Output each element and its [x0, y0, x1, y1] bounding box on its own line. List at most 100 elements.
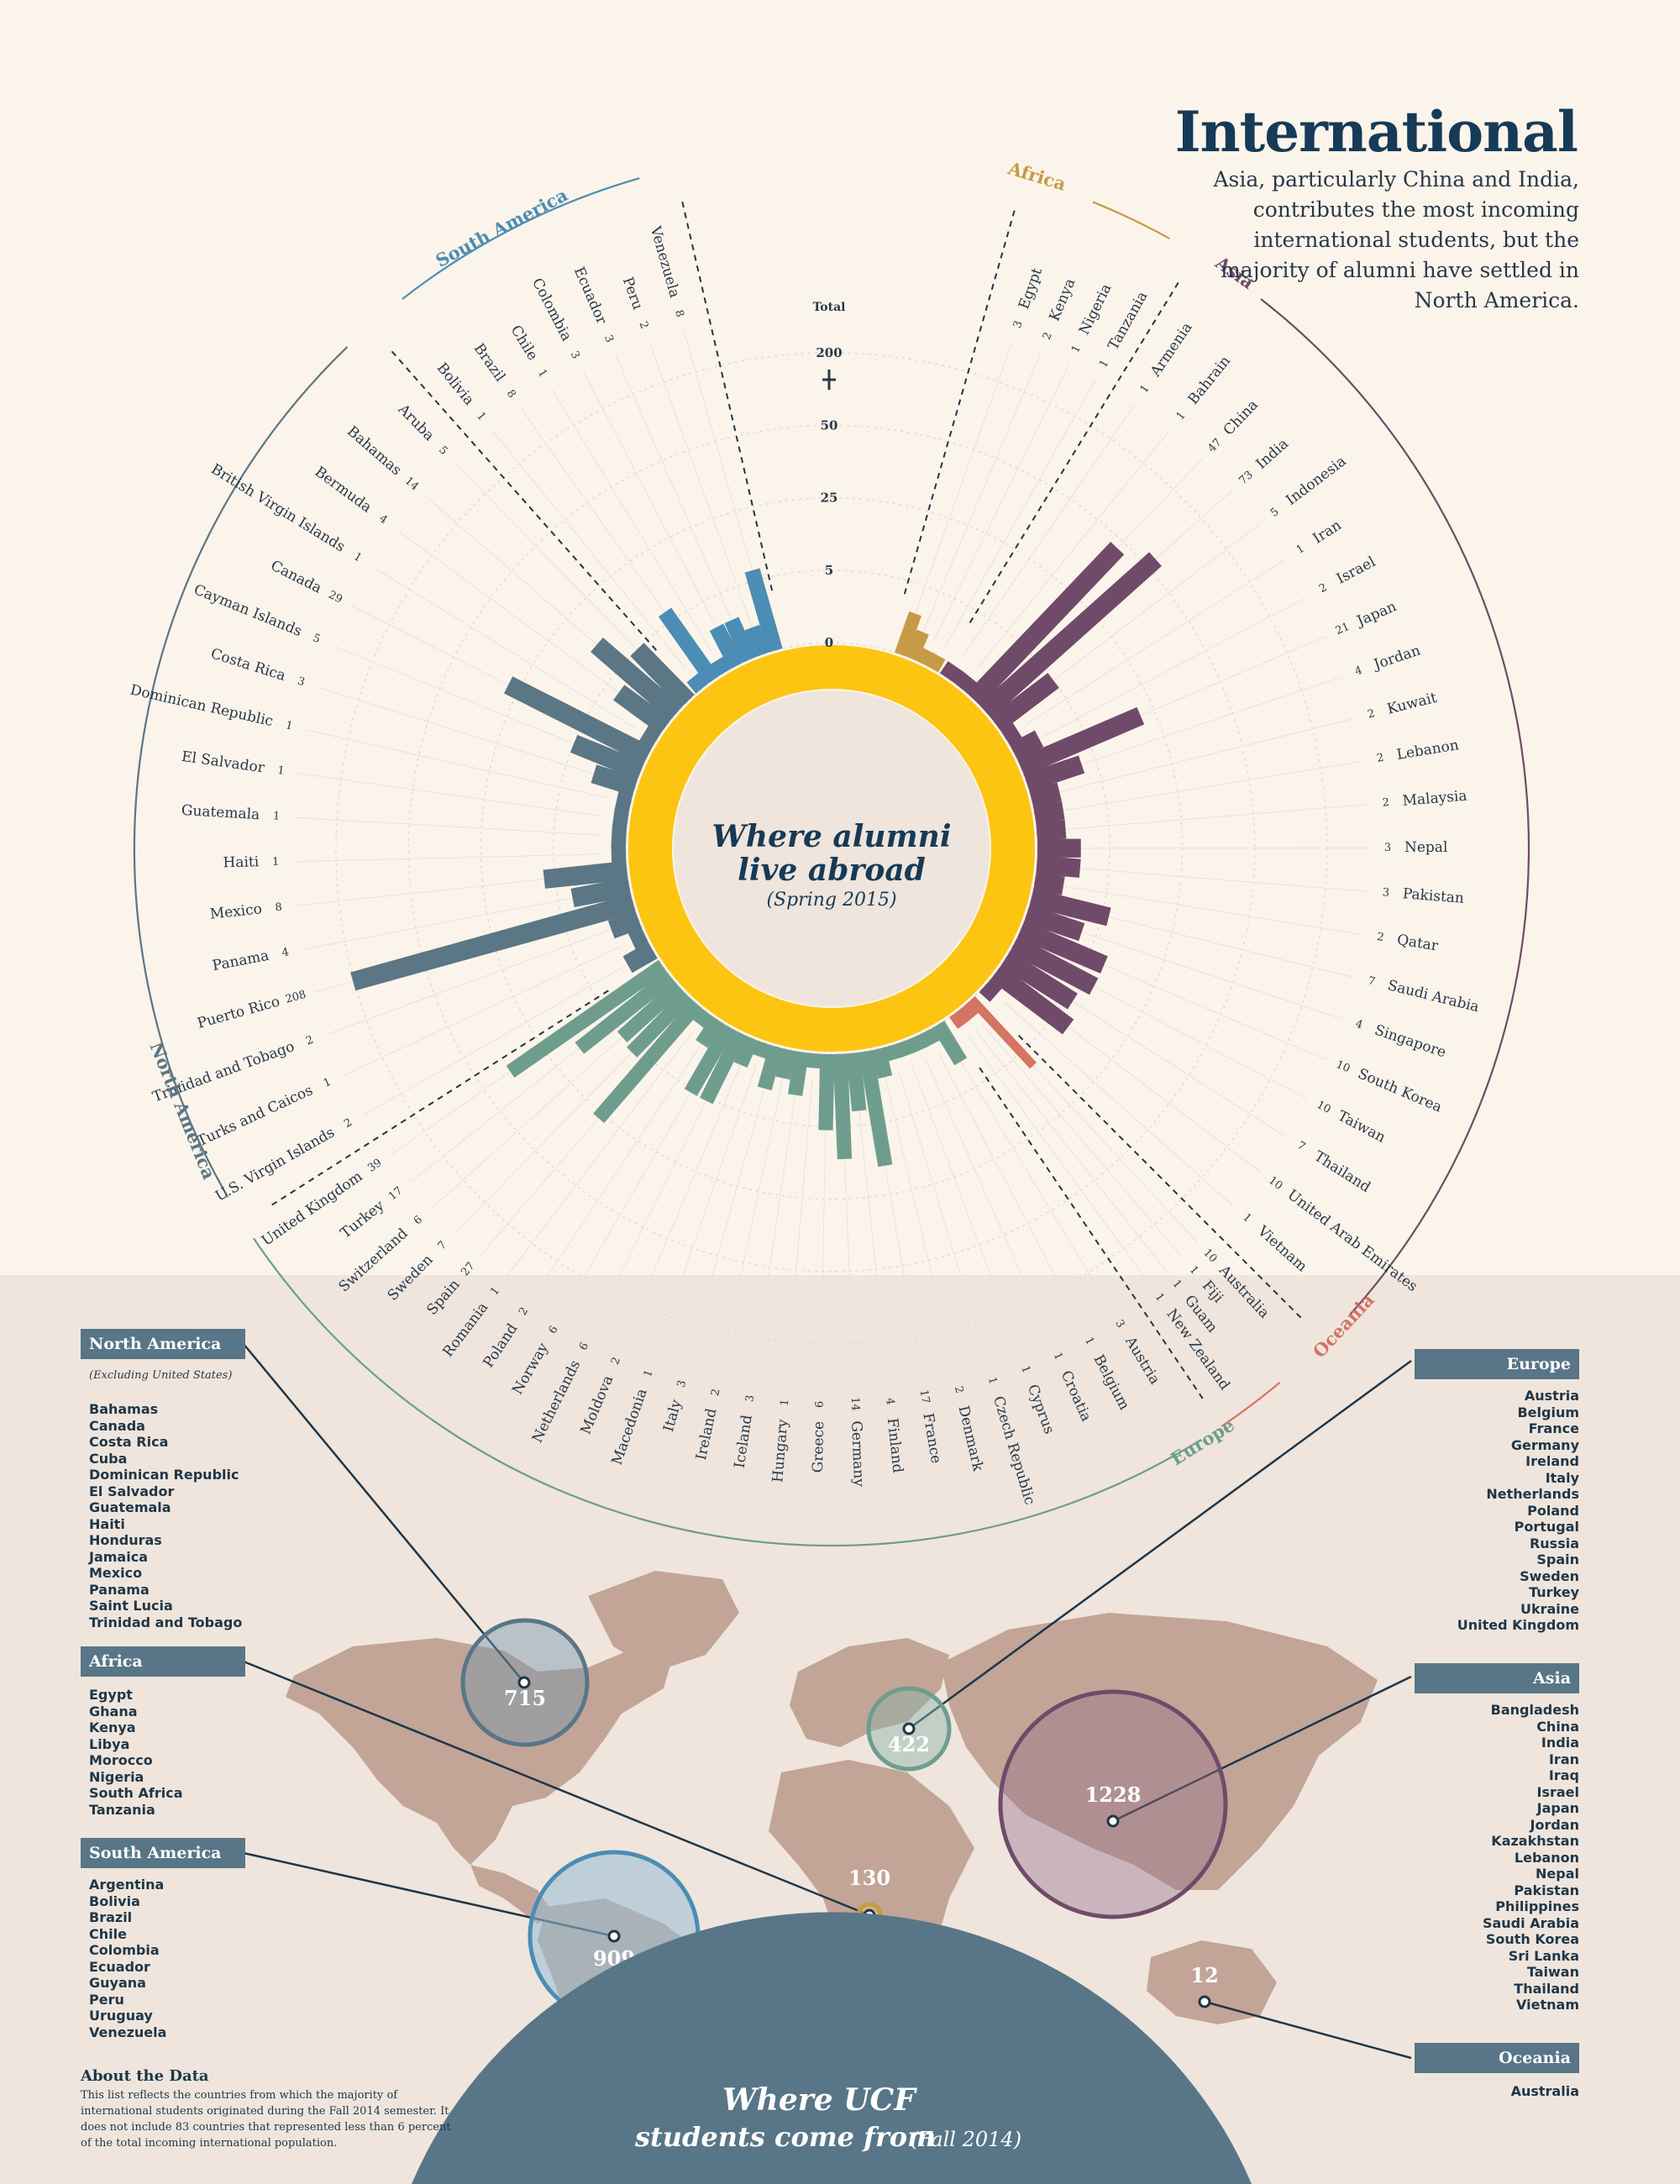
- list-item: Haiti: [89, 1515, 125, 1532]
- greenland-landmass: [588, 1571, 739, 1672]
- list-item: Taiwan: [1526, 1964, 1579, 1980]
- bar-netherlands: [700, 1029, 747, 1105]
- value-label: 2: [342, 1116, 354, 1131]
- bar-croatia: [908, 1033, 928, 1053]
- value-label: 1: [1138, 383, 1152, 396]
- value-label: 1: [322, 1076, 333, 1090]
- country-label: Iran: [1310, 517, 1345, 547]
- value-label: 47: [1205, 436, 1224, 454]
- country-label: Dominican Republic: [129, 682, 275, 731]
- value-label: 8: [504, 387, 518, 400]
- bar-ireland: [775, 1047, 796, 1080]
- country-label: Costa Rica: [208, 645, 287, 685]
- value-label: 2: [1367, 707, 1377, 722]
- value-label: 10: [1315, 1099, 1333, 1116]
- value-scale: 0 5 25 50 200 Total: [812, 301, 845, 650]
- list-item: Bahamas: [89, 1401, 159, 1417]
- scale-tick: 50: [821, 417, 838, 433]
- value-label: 2: [952, 1385, 965, 1394]
- list-item: Cuba: [89, 1450, 128, 1467]
- spoke-line: [1059, 885, 1362, 936]
- bar-japan: [1016, 706, 1145, 776]
- country-label: Tanzania: [1105, 289, 1151, 354]
- bar-turks-and-caicos: [627, 927, 649, 950]
- leader-line: [908, 1359, 1412, 1730]
- spoke-line: [373, 566, 635, 728]
- value-label: 5: [1268, 506, 1282, 520]
- bar-france: [858, 1050, 893, 1168]
- spoke-line: [937, 1053, 1081, 1326]
- value-label: 1: [1152, 1291, 1167, 1305]
- bar-nigeria: [916, 648, 935, 667]
- asia-landmass: [941, 1613, 1378, 1890]
- country-label: Qatar: [1396, 932, 1441, 955]
- center-title-line3: (Spring 2015): [766, 890, 896, 911]
- spoke-line: [307, 729, 606, 799]
- spoke-line: [648, 342, 754, 632]
- value-label: 1: [1174, 409, 1189, 423]
- country-label: Jordan: [1370, 642, 1422, 674]
- list-item: Venezuela: [89, 2024, 167, 2040]
- bar-kuwait: [1029, 782, 1062, 808]
- value-label: 3: [1384, 842, 1391, 854]
- country-label: Spain: [423, 1276, 463, 1318]
- bubble-total: 1228: [1085, 1782, 1142, 1807]
- list-item: Egypt: [89, 1687, 133, 1703]
- sector-divider: [1018, 1035, 1302, 1319]
- list-item: Colombia: [89, 1942, 160, 1958]
- bar-spain: [593, 999, 703, 1123]
- spoke-line: [654, 1066, 757, 1357]
- spoke-line: [944, 380, 1096, 648]
- country-label: Bolivia: [433, 360, 478, 408]
- country-label: Moldova: [577, 1373, 617, 1437]
- bar-bolivia: [686, 672, 708, 694]
- country-label: Nepal: [1404, 839, 1447, 856]
- value-label: 7: [1367, 974, 1377, 989]
- country-label: Mexico: [209, 900, 263, 923]
- bar-new-zealand: [949, 1011, 965, 1030]
- spoke-line: [967, 1034, 1149, 1284]
- region-label: Europe: [1167, 1414, 1238, 1469]
- country-label: Greece: [810, 1421, 827, 1473]
- list-item: Sri Lanka: [1508, 1947, 1579, 1964]
- region-label: Africa: [1005, 157, 1068, 195]
- value-label: 2: [1376, 752, 1385, 765]
- region-arc: [133, 346, 349, 1198]
- bar-austria: [932, 1021, 968, 1066]
- country-label: Kuwait: [1385, 690, 1438, 718]
- value-label: 7: [1294, 1139, 1307, 1153]
- list-item: Kazakhstan: [1491, 1833, 1579, 1849]
- bar-indonesia: [990, 673, 1059, 732]
- list-item: Chile: [89, 1925, 127, 1942]
- banner-line1: Where UCF: [722, 2082, 917, 2118]
- bar-turkey: [575, 970, 675, 1054]
- value-label: 4: [883, 1397, 896, 1405]
- country-label: Saudi Arabia: [1386, 977, 1481, 1016]
- value-label: 1: [1294, 543, 1307, 557]
- country-label: Cyprus: [1024, 1383, 1058, 1436]
- location-dot: [902, 1722, 916, 1735]
- list-item: Belgium: [1517, 1404, 1579, 1420]
- value-label: 3: [675, 1379, 690, 1389]
- bar-india: [979, 552, 1162, 719]
- spoke-line: [1026, 559, 1286, 725]
- bar-ecuador: [724, 617, 757, 664]
- location-dot: [607, 1929, 621, 1943]
- country-label: El Salvador: [181, 748, 266, 777]
- country-label: Peru: [619, 275, 646, 312]
- value-label: 1: [351, 550, 364, 564]
- value-label: 1: [272, 856, 280, 869]
- spoke-line: [1050, 921, 1342, 1020]
- spoke-line: [925, 1059, 1051, 1340]
- spoke-line: [1004, 1001, 1234, 1206]
- list-item: China: [1536, 1718, 1579, 1735]
- country-label: Denmark: [954, 1404, 986, 1473]
- region-label: South America: [432, 184, 571, 271]
- list-item: Canada: [89, 1417, 145, 1434]
- list-item: Turkey: [1529, 1584, 1579, 1600]
- list-item: Nigeria: [89, 1768, 144, 1785]
- bar-jordan: [1023, 755, 1085, 792]
- value-label: 17: [917, 1389, 932, 1404]
- region-arc: [402, 177, 640, 300]
- spoke-line: [533, 1040, 705, 1297]
